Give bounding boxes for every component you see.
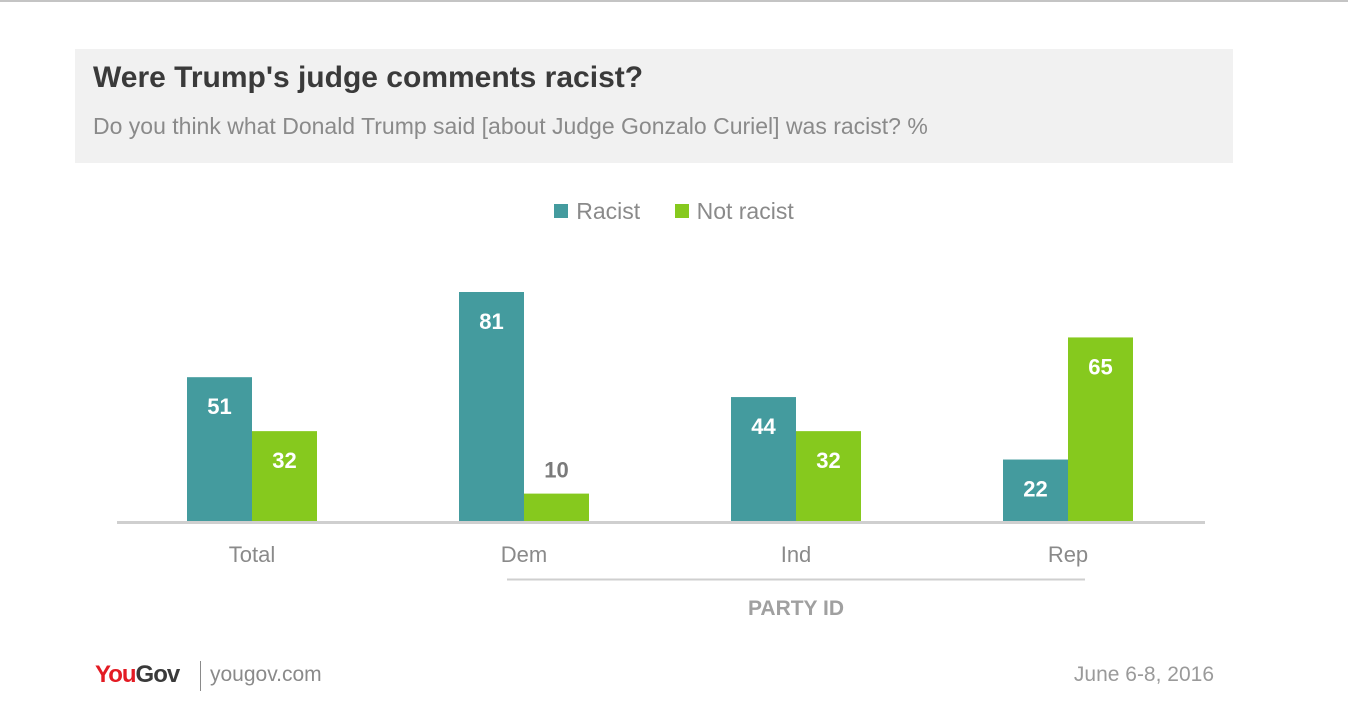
bar-not-racist-rep bbox=[1068, 337, 1133, 522]
bar-not-racist-dem bbox=[524, 493, 589, 522]
yougov-logo: YouGov bbox=[95, 661, 181, 689]
legend-label-racist: Racist bbox=[576, 198, 641, 224]
top-border bbox=[0, 0, 1348, 2]
bar-racist-dem bbox=[459, 292, 524, 522]
legend-label-not-racist: Not racist bbox=[696, 198, 794, 224]
bar-racist-ind bbox=[731, 397, 796, 522]
chart-subtitle: Do you think what Donald Trump said [abo… bbox=[93, 113, 928, 139]
group-label-party-id: PARTY ID bbox=[748, 597, 844, 620]
data-label-racist-dem: 81 bbox=[479, 309, 503, 334]
footer-divider bbox=[200, 661, 201, 691]
x-tick-label-rep: Rep bbox=[1048, 542, 1088, 567]
data-label-racist-total: 51 bbox=[207, 394, 231, 419]
chart-legend: Racist Not racist bbox=[0, 198, 1348, 225]
bar-not-racist-total bbox=[252, 431, 317, 522]
legend-swatch-racist bbox=[554, 204, 569, 218]
bar-not-racist-ind bbox=[796, 431, 861, 522]
data-label-not-racist-ind: 32 bbox=[816, 448, 840, 473]
logo-you: You bbox=[95, 661, 137, 688]
chart-title: Were Trump's judge comments racist? bbox=[93, 61, 644, 94]
bar-racist-rep bbox=[1003, 459, 1068, 522]
chart-header: Were Trump's judge comments racist? Do y… bbox=[75, 49, 1233, 163]
legend-item-racist: Racist bbox=[554, 198, 640, 225]
data-label-not-racist-total: 32 bbox=[272, 448, 296, 473]
data-label-racist-ind: 44 bbox=[751, 414, 776, 439]
legend-item-not-racist: Not racist bbox=[674, 198, 794, 225]
footer-date: June 6-8, 2016 bbox=[1073, 663, 1214, 686]
x-tick-label-ind: Ind bbox=[781, 542, 812, 567]
x-tick-label-total: Total bbox=[229, 542, 275, 567]
footer-site-link[interactable]: yougov.com bbox=[210, 663, 322, 686]
data-label-racist-rep: 22 bbox=[1023, 477, 1047, 502]
legend-swatch-not-racist bbox=[674, 204, 689, 218]
x-tick-label-dem: Dem bbox=[501, 542, 547, 567]
bar-racist-total bbox=[187, 377, 252, 522]
data-label-not-racist-dem: 10 bbox=[544, 458, 568, 483]
logo-gov: Gov bbox=[135, 661, 181, 688]
data-label-not-racist-rep: 65 bbox=[1088, 354, 1112, 379]
